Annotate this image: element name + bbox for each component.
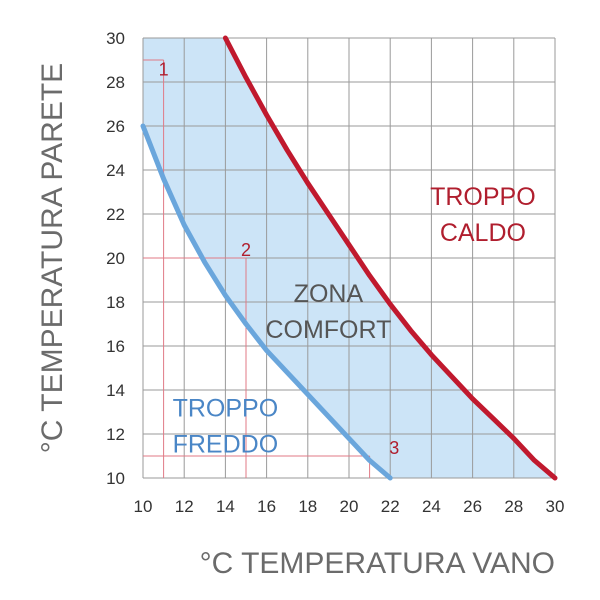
zone-label: COMFORT (265, 316, 391, 344)
y-tick-label: 18 (106, 293, 125, 312)
y-axis-title: °C TEMPERATURA PARETE (36, 63, 69, 453)
y-tick-label: 28 (106, 73, 125, 92)
reference-point-label: 1 (159, 59, 169, 79)
zone-label: TROPPO (430, 183, 536, 211)
y-tick-label: 12 (106, 425, 125, 444)
series-line-hot-limit (222, 35, 558, 481)
x-tick-label: 28 (504, 497, 523, 516)
y-tick-label: 20 (106, 249, 125, 268)
x-tick-label: 24 (422, 497, 441, 516)
y-tick-label: 16 (106, 337, 125, 356)
reference-point-label: 3 (389, 438, 399, 458)
y-tick-label: 10 (106, 469, 125, 488)
x-tick-label: 22 (381, 497, 400, 516)
y-tick-label: 14 (106, 381, 125, 400)
reference-point-label: 2 (241, 240, 251, 260)
zone-label: ZONA (294, 280, 364, 308)
series-line-cold-limit (140, 123, 393, 481)
x-tick-label: 10 (134, 497, 153, 516)
y-tick-label: 30 (106, 29, 125, 48)
x-tick-label: 14 (216, 497, 235, 516)
x-tick-label: 20 (340, 497, 359, 516)
y-tick-label: 26 (106, 117, 125, 136)
zone-label: CALDO (440, 219, 526, 247)
x-tick-label: 12 (175, 497, 194, 516)
x-tick-label: 16 (257, 497, 276, 516)
x-tick-label: 18 (298, 497, 317, 516)
zone-label: FREDDO (173, 430, 279, 458)
zone-label: TROPPO (173, 394, 279, 422)
y-tick-label: 22 (106, 205, 125, 224)
y-tick-label: 24 (106, 161, 125, 180)
x-axis-title: °C TEMPERATURA VANO (200, 547, 555, 580)
x-tick-label: 30 (546, 497, 565, 516)
x-tick-label: 26 (463, 497, 482, 516)
